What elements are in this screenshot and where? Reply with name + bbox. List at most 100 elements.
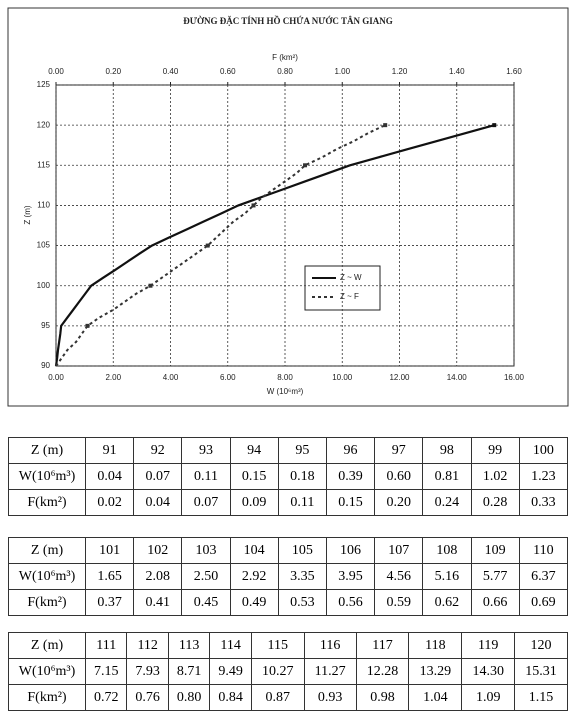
y-tick-label: 120 xyxy=(37,120,51,129)
y-tick-label: 100 xyxy=(37,281,51,290)
table-cell: 0.41 xyxy=(133,589,183,616)
table-cell: 0.33 xyxy=(518,489,569,516)
table-cell: 5.16 xyxy=(422,563,472,590)
x-tick-label: 2.00 xyxy=(105,373,121,382)
table-cell: 0.93 xyxy=(303,684,357,711)
table-cell: 0.11 xyxy=(277,489,327,516)
table-cell: 0.72 xyxy=(84,684,128,711)
y-tick-label: 90 xyxy=(41,361,50,370)
x-tick-label: 0.00 xyxy=(48,373,64,382)
table-cell: 105 xyxy=(277,537,327,564)
table-cell: 101 xyxy=(84,537,135,564)
table-cell: 9.49 xyxy=(209,658,252,685)
y-axis-label: Z (m) xyxy=(23,205,32,224)
table-cell: 0.28 xyxy=(470,489,520,516)
table-cell: 0.45 xyxy=(181,589,231,616)
table-cell: 0.60 xyxy=(374,463,424,490)
x2-tick-label: 0.80 xyxy=(277,67,293,76)
table-cell: 0.98 xyxy=(355,684,410,711)
table-cell: 111 xyxy=(84,632,128,659)
table-cell: 0.59 xyxy=(374,589,424,616)
table-cell: 1.65 xyxy=(84,563,135,590)
table-cell: 92 xyxy=(133,437,183,464)
row-header: F(km²) xyxy=(8,589,86,616)
table-cell: 13.29 xyxy=(408,658,463,685)
table-cell: 106 xyxy=(325,537,376,564)
table-cell: 0.18 xyxy=(277,463,327,490)
table-cell: 0.24 xyxy=(422,489,472,516)
y-tick-label: 125 xyxy=(37,80,51,89)
x-tick-label: 16.00 xyxy=(504,373,525,382)
table-cell: 2.50 xyxy=(181,563,231,590)
table-cell: 118 xyxy=(408,632,463,659)
table-cell: 0.02 xyxy=(84,489,135,516)
table-cell: 0.09 xyxy=(229,489,279,516)
table-cell: 114 xyxy=(209,632,252,659)
table-cell: 1.02 xyxy=(470,463,520,490)
table-cell: 0.81 xyxy=(422,463,472,490)
table-row: W(10⁶m³) 7.15 7.93 8.71 9.49 10.27 11.27 12.28 1… xyxy=(8,658,568,685)
x2-axis-label: F (km²) xyxy=(272,53,298,62)
row-header: W(10⁶m³) xyxy=(8,658,86,685)
table-cell: 0.37 xyxy=(84,589,135,616)
table-row: Z (m) 111 112 113 114 115 116 117 118 119 120 xyxy=(8,632,568,659)
table-cell: 0.15 xyxy=(325,489,376,516)
table-cell: 99 xyxy=(470,437,520,464)
x-tick-label: 14.00 xyxy=(447,373,468,382)
table-cell: 0.53 xyxy=(277,589,327,616)
table-cell: 0.11 xyxy=(181,463,231,490)
y-tick-label: 95 xyxy=(41,321,50,330)
y-tick-label: 110 xyxy=(37,201,50,210)
row-header: F(km²) xyxy=(8,684,86,711)
point-marker xyxy=(303,163,308,168)
table-cell: 0.84 xyxy=(209,684,252,711)
table-cell: 0.87 xyxy=(250,684,305,711)
data-table: Z (m) 91 92 93 94 95 96 97 98 99 100 W(10⁶m³) 0.04 0.… xyxy=(8,437,569,516)
point-marker xyxy=(148,283,153,288)
point-marker xyxy=(492,123,497,128)
table-cell: 103 xyxy=(181,537,231,564)
table-cell: 2.92 xyxy=(229,563,279,590)
table-cell: 0.49 xyxy=(229,589,279,616)
table-cell: 109 xyxy=(470,537,520,564)
table-cell: 0.07 xyxy=(133,463,183,490)
table-cell: 113 xyxy=(167,632,211,659)
row-header: Z (m) xyxy=(8,537,86,564)
table-cell: 7.15 xyxy=(84,658,128,685)
table-cell: 98 xyxy=(422,437,472,464)
table-cell: 11.27 xyxy=(303,658,357,685)
table-cell: 3.95 xyxy=(325,563,376,590)
x2-tick-label: 0.40 xyxy=(163,67,179,76)
table-cell: 0.04 xyxy=(84,463,135,490)
data-table: Z (m) 101 102 103 104 105 106 107 108 109 110 W(10⁶… xyxy=(8,537,569,616)
chart-frame xyxy=(7,7,569,407)
row-header: Z (m) xyxy=(8,437,86,464)
y-tick-label: 115 xyxy=(37,160,50,169)
table-cell: 107 xyxy=(374,537,424,564)
table-row: Z (m) 91 92 93 94 95 96 97 98 99 100 xyxy=(8,437,569,464)
table-row: F(km²) 0.37 0.41 0.45 0.49 0.53 0.56 0.59 0.62 0.… xyxy=(8,589,569,616)
point-marker xyxy=(383,123,388,128)
table-cell: 120 xyxy=(514,632,568,659)
table-cell: 0.80 xyxy=(167,684,211,711)
legend-label: Z ~ F xyxy=(340,292,359,301)
x-tick-label: 12.00 xyxy=(389,373,410,382)
chart: ĐƯỜNG ĐẶC TÍNH HỒ CHỨA NƯỚC TÂN GIANG F … xyxy=(7,7,569,407)
table-cell: 0.15 xyxy=(229,463,279,490)
table-cell: 100 xyxy=(518,437,569,464)
table-cell: 91 xyxy=(84,437,135,464)
point-marker xyxy=(85,323,90,328)
table-cell: 96 xyxy=(325,437,376,464)
table-cell: 1.04 xyxy=(408,684,463,711)
table-cell: 97 xyxy=(374,437,424,464)
table-cell: 0.69 xyxy=(518,589,569,616)
x2-tick-label: 0.00 xyxy=(48,67,64,76)
table-cell: 1.15 xyxy=(514,684,568,711)
row-header: W(10⁶m³) xyxy=(8,563,86,590)
table-cell: 0.76 xyxy=(126,684,169,711)
table-row: F(km²) 0.72 0.76 0.80 0.84 0.87 0.93 0.98 1.04 1.… xyxy=(8,684,568,711)
table-cell: 116 xyxy=(303,632,357,659)
table-cell: 15.31 xyxy=(514,658,568,685)
x2-tick-label: 1.20 xyxy=(392,67,408,76)
